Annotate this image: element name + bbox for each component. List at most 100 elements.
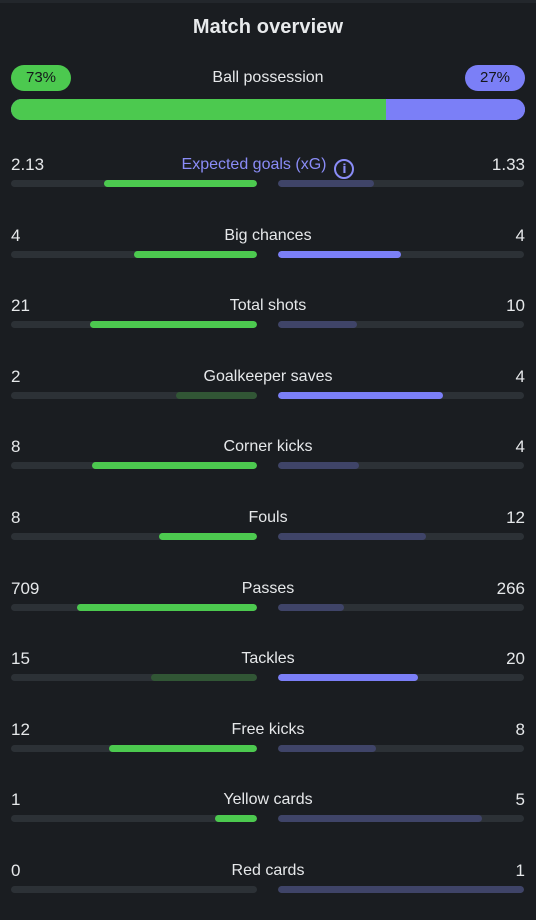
stat-label-text: Tackles <box>241 650 295 667</box>
away-stat-track <box>278 815 524 822</box>
away-stat-bar <box>278 180 374 187</box>
away-stat-value: 4 <box>515 226 525 245</box>
possession-bar-home <box>11 99 387 120</box>
stat-row: 21 Total shots 10 <box>11 296 525 336</box>
stat-row: 8 Corner kicks 4 <box>11 437 525 477</box>
away-stat-value: 20 <box>506 649 525 668</box>
stat-row: 709 Passes 266 <box>11 579 525 619</box>
stat-label: Passes <box>11 579 525 599</box>
stat-label-text: Free kicks <box>231 721 305 738</box>
away-stat-bar <box>278 604 345 611</box>
stat-label: Fouls <box>11 508 525 528</box>
away-stat-track <box>278 674 524 681</box>
home-stat-bar <box>89 321 257 328</box>
home-stat-track <box>11 533 257 540</box>
home-stat-track <box>11 392 257 399</box>
away-stat-track <box>278 321 524 328</box>
possession-bar-away <box>386 99 525 120</box>
stat-label-text: Corner kicks <box>223 438 313 455</box>
away-stat-value: 1.33 <box>491 155 525 174</box>
stat-row: 4 Big chances 4 <box>11 226 525 266</box>
stat-label-text: Red cards <box>231 862 305 879</box>
info-icon[interactable]: i <box>334 159 355 179</box>
stat-label-text: Total shots <box>229 297 307 314</box>
home-stat-track <box>11 462 257 469</box>
home-stat-value: 2.13 <box>11 155 45 174</box>
home-stat-track <box>11 886 257 893</box>
home-stat-value: 8 <box>11 508 21 527</box>
away-stat-value: 4 <box>515 437 525 456</box>
away-stat-bar <box>278 886 524 893</box>
away-stat-bar <box>278 815 483 822</box>
possession-header: 73% Ball possession 27% <box>11 65 525 91</box>
stat-row: 15 Tackles 20 <box>11 649 525 689</box>
possession-label: Ball possession <box>212 69 324 86</box>
away-possession-badge: 27% <box>465 65 525 91</box>
away-stat-track <box>278 533 524 540</box>
home-stat-track <box>11 321 257 328</box>
away-stat-value: 1 <box>515 861 525 880</box>
stat-label-text: Yellow cards <box>223 791 313 808</box>
away-stat-track <box>278 745 524 752</box>
possession-bar <box>11 99 525 120</box>
away-stat-track <box>278 251 524 258</box>
home-stat-track <box>11 180 257 187</box>
stat-row: 2.13 Expected goals (xG) i 1.33 <box>11 155 525 195</box>
home-stat-value: 709 <box>11 579 40 598</box>
home-stat-value: 0 <box>11 861 21 880</box>
stat-label: Tackles <box>11 649 525 669</box>
top-divider <box>0 0 536 3</box>
page-title: Match overview <box>192 16 344 38</box>
stat-label: Goalkeeper saves <box>11 367 525 387</box>
away-stat-value: 266 <box>496 579 525 598</box>
away-stat-bar <box>278 392 443 399</box>
home-stat-bar <box>77 604 257 611</box>
away-stat-value: 4 <box>515 367 525 386</box>
away-stat-track <box>278 604 524 611</box>
home-stat-bar <box>175 392 257 399</box>
away-stat-track <box>278 462 524 469</box>
stat-row: 12 Free kicks 8 <box>11 720 525 760</box>
stat-label-text: Fouls <box>248 509 288 526</box>
stat-label: Red cards <box>11 861 525 881</box>
stat-row: 0 Red cards 1 <box>11 861 525 901</box>
home-possession-badge: 73% <box>11 65 71 91</box>
stat-label-text: Big chances <box>224 227 312 244</box>
away-stat-track <box>278 392 524 399</box>
home-stat-value: 12 <box>11 720 30 739</box>
home-stat-track <box>11 251 257 258</box>
stat-label: Big chances <box>11 226 525 246</box>
home-stat-value: 2 <box>11 367 21 386</box>
stat-row: 2 Goalkeeper saves 4 <box>11 367 525 407</box>
away-stat-track <box>278 180 524 187</box>
home-stat-bar <box>151 674 257 681</box>
stat-label[interactable]: Expected goals (xG) i <box>11 155 525 179</box>
home-stat-track <box>11 604 257 611</box>
away-stat-value: 5 <box>515 790 525 809</box>
stat-label-text: Passes <box>241 580 295 597</box>
stat-row: 1 Yellow cards 5 <box>11 790 525 830</box>
home-stat-track <box>11 815 257 822</box>
away-stat-track <box>278 886 524 893</box>
home-stat-bar <box>92 462 257 469</box>
away-stat-bar <box>278 462 360 469</box>
home-stat-track <box>11 745 257 752</box>
home-stat-value: 21 <box>11 296 30 315</box>
away-stat-value: 8 <box>515 720 525 739</box>
away-stat-bar <box>278 745 377 752</box>
stat-label-text: Expected goals (xG) <box>181 156 327 173</box>
home-stat-bar <box>215 815 257 822</box>
home-stat-bar <box>158 533 257 540</box>
home-stat-value: 4 <box>11 226 21 245</box>
home-stat-bar <box>134 251 257 258</box>
stat-label-text: Goalkeeper saves <box>203 368 333 385</box>
home-stat-value: 8 <box>11 437 21 456</box>
stat-label: Yellow cards <box>11 790 525 810</box>
away-stat-value: 12 <box>506 508 525 527</box>
stat-label: Free kicks <box>11 720 525 740</box>
home-stat-bar <box>109 745 257 752</box>
away-stat-bar <box>278 251 401 258</box>
away-stat-bar <box>278 321 357 328</box>
away-stat-bar <box>278 533 426 540</box>
stat-row: 8 Fouls 12 <box>11 508 525 548</box>
